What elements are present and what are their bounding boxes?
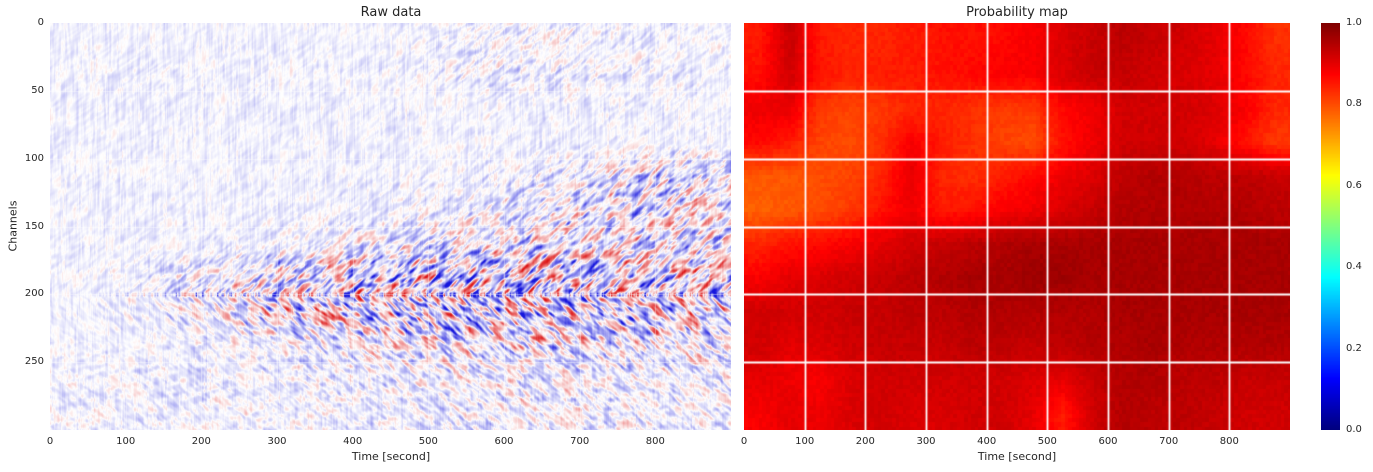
colorbar-tick-0.8: 0.8 [1346,98,1362,110]
raw-x-tick-400: 400 [343,436,363,447]
raw-x-tick-100: 100 [116,436,136,447]
colorbar-tick-1.0: 1.0 [1346,17,1362,28]
raw-y-tick-150: 150 [24,220,44,232]
raw-x-tick-200: 200 [191,436,211,447]
colorbar-tick-0.6: 0.6 [1346,179,1362,191]
raw-x-tick-800: 800 [645,436,665,447]
prob-x-tick-500: 500 [1037,436,1057,447]
raw-y-tick-50: 50 [31,84,44,96]
raw-y-tick-100: 100 [24,152,44,164]
prob-x-tick-0: 0 [740,436,748,447]
raw-x-tick-500: 500 [418,436,438,447]
raw-plot-title: Raw data [360,5,422,20]
raw-x-tick-600: 600 [494,436,514,447]
prob-x-tick-700: 700 [1159,436,1179,447]
raw-time-axis-label: Time [second] [351,450,431,463]
raw-x-tick-300: 300 [267,436,287,447]
raw-data-heatmap [50,23,731,430]
prob-x-tick-800: 800 [1219,436,1239,447]
colorbar [1321,23,1340,430]
probability-plot-title: Probability map [966,5,1068,20]
prob-x-tick-100: 100 [795,436,815,447]
raw-y-tick-200: 200 [24,288,44,300]
raw-y-tick-250: 250 [24,356,44,368]
prob-x-tick-600: 600 [1098,436,1118,447]
raw-x-tick-700: 700 [570,436,590,447]
prob-x-tick-200: 200 [855,436,875,447]
raw-y-tick-0: 0 [37,17,44,28]
colorbar-tick-0.4: 0.4 [1346,261,1362,273]
raw-x-tick-0: 0 [46,436,54,447]
prob-x-tick-400: 400 [977,436,997,447]
colorbar-tick-0.2: 0.2 [1346,342,1362,354]
prob-time-axis-label: Time [second] [977,450,1057,463]
probability-heatmap [744,23,1290,430]
prob-x-tick-300: 300 [916,436,936,447]
colorbar-tick-0.0: 0.0 [1346,424,1362,435]
